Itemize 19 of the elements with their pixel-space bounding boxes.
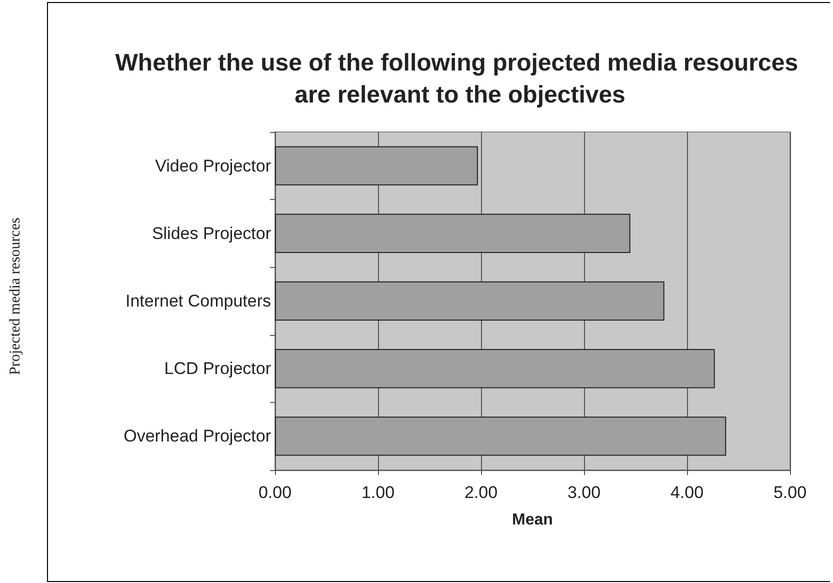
y-tick-label: LCD Projector [164, 359, 272, 378]
bar [275, 416, 726, 456]
x-axis-title: Mean [512, 512, 553, 528]
bar [275, 214, 630, 254]
x-tick-label: 5.00 [773, 483, 807, 502]
x-tick-label: 2.00 [464, 483, 498, 502]
bar [275, 281, 664, 321]
y-tick-label: Overhead Projector [124, 426, 272, 446]
text: Projected media resources [8, 217, 24, 375]
x-tick-label: 4.00 [670, 483, 704, 502]
bar [275, 348, 715, 388]
y-tick-label: Video Projector [155, 156, 272, 176]
x-tick-label: 3.00 [567, 483, 601, 502]
bar [275, 146, 478, 186]
y-tick-label: Internet Computers [125, 292, 271, 310]
y-tick-label: Slides Projector [152, 224, 272, 243]
x-tick-label: 1.00 [361, 483, 395, 502]
x-tick-label: 0.00 [258, 483, 292, 502]
chart-title: Whether the use of the following projected media resources are relevant to the objectives [115, 50, 805, 108]
